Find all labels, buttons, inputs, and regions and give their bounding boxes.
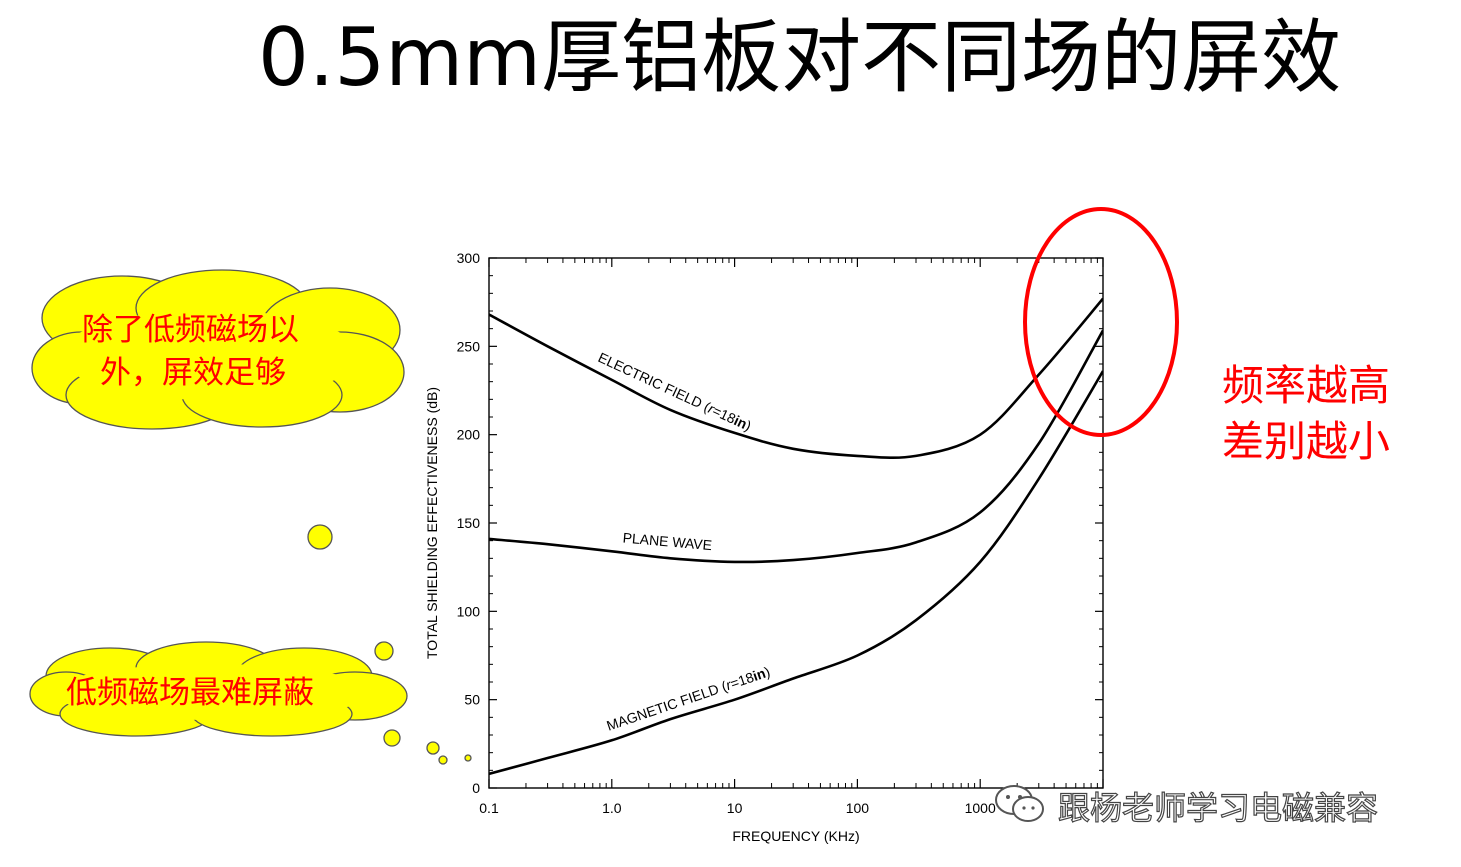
y-tick-label: 100	[457, 603, 481, 619]
thought-bubble-dot	[307, 524, 333, 550]
wechat-logo-icon	[995, 785, 1044, 822]
callout-cloud-2: 低频磁场最难屏蔽	[29, 641, 408, 737]
highlight-ellipse	[1023, 207, 1179, 437]
thought-bubble-dot	[383, 729, 401, 747]
y-axis-label: TOTAL SHIELDING EFFECTIVENESS (dB)	[424, 387, 440, 659]
series-lines	[489, 297, 1103, 776]
x-tick-label: 1.0	[602, 800, 622, 816]
annotation-line-2: 差别越小	[1222, 417, 1391, 466]
y-tick-label: 250	[457, 338, 481, 354]
axis-tick-labels: 0 50 100 150 200 250 300 0.1 1.0 10 100 1000	[457, 250, 996, 816]
y-tick-label: 50	[464, 692, 480, 708]
y-tick-label: 0	[472, 780, 480, 796]
x-axis-label: FREQUENCY (KHz)	[732, 828, 859, 844]
y-tick-label: 200	[457, 427, 481, 443]
thought-bubble-dot	[438, 755, 448, 765]
series-line-electric-field	[489, 297, 1103, 460]
thought-bubble-dot	[374, 641, 394, 661]
callout-cloud-1: 除了低频磁场以 外，屏效足够	[31, 269, 405, 430]
y-tick-label: 150	[457, 515, 481, 531]
thought-bubble-dot	[464, 754, 472, 762]
slide-title: 0.5mm厚铝板对不同场的屏效	[258, 11, 1342, 104]
x-tick-label: 10	[727, 800, 743, 816]
plot-frame	[488, 257, 1104, 789]
x-tick-label: 0.1	[479, 800, 499, 816]
y-tick-label: 300	[457, 250, 481, 266]
x-tick-label: 1000	[965, 800, 996, 816]
watermark-text: 跟杨老师学习电磁兼容	[1057, 788, 1379, 827]
x-tick-label: 100	[846, 800, 870, 816]
callout-1-line-2: 外，屏效足够	[100, 355, 286, 391]
callout-1-line-1: 除了低频磁场以	[82, 312, 299, 348]
annotation-line-1: 频率越高	[1222, 361, 1391, 410]
series-line-magnetic-field	[489, 370, 1103, 776]
series-label-plane-wave: PLANE WAVE	[622, 529, 713, 553]
axis-ticks	[488, 257, 1104, 789]
series-line-plane-wave	[489, 329, 1103, 564]
callout-2-line-1: 低频磁场最难屏蔽	[66, 675, 314, 711]
thought-bubble-dot	[426, 741, 440, 755]
